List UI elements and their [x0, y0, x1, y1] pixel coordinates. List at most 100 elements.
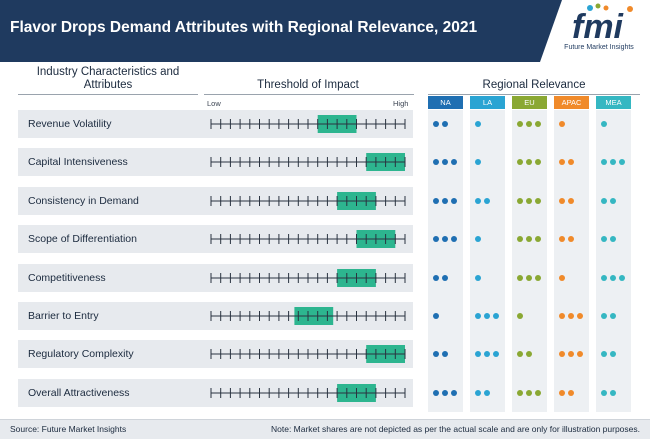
source-text: Source: Future Market Insights — [10, 424, 127, 434]
relevance-dot — [442, 351, 448, 357]
relevance-dot — [484, 390, 490, 396]
divider-characteristics — [18, 94, 198, 95]
relevance-dot — [493, 313, 499, 319]
relevance-dot — [568, 351, 574, 357]
relevance-dot — [433, 159, 439, 165]
attribute-label: Competitiveness — [28, 272, 106, 284]
impact-scale — [210, 192, 406, 210]
relevance-dot — [601, 159, 607, 165]
relevance-dot — [493, 351, 499, 357]
relevance-dot — [517, 275, 523, 281]
relevance-dot — [484, 198, 490, 204]
relevance-dot — [517, 198, 523, 204]
region-badge: MEA — [596, 96, 631, 109]
relevance-dot — [442, 390, 448, 396]
relevance-dot — [433, 275, 439, 281]
relevance-dot — [601, 313, 607, 319]
attribute-label: Barrier to Entry — [28, 310, 99, 322]
relevance-dot — [451, 390, 457, 396]
relevance-dot — [451, 159, 457, 165]
region-badge: NA — [428, 96, 463, 109]
relevance-dot — [610, 313, 616, 319]
relevance-dot — [475, 198, 481, 204]
relevance-dot — [601, 390, 607, 396]
relevance-dot — [610, 159, 616, 165]
relevance-dot — [484, 351, 490, 357]
relevance-dot — [559, 198, 565, 204]
attribute-label: Regulatory Complexity — [28, 348, 134, 360]
relevance-dot — [568, 236, 574, 242]
relevance-dot — [535, 121, 541, 127]
relevance-dot — [526, 198, 532, 204]
divider-threshold — [204, 94, 414, 95]
region-badge: APAC — [554, 96, 589, 109]
region-column-2 — [512, 110, 547, 412]
impact-scale — [210, 269, 406, 287]
relevance-dot — [433, 121, 439, 127]
relevance-dot — [442, 198, 448, 204]
divider-regional — [428, 94, 640, 95]
relevance-dot — [535, 390, 541, 396]
impact-scale — [210, 307, 406, 325]
relevance-dot — [610, 236, 616, 242]
logo-text: fmi — [572, 8, 625, 46]
characteristics-heading: Industry Characteristics and Attributes — [36, 66, 180, 91]
relevance-dot — [442, 159, 448, 165]
attribute-label: Consistency in Demand — [28, 195, 139, 207]
attribute-label: Capital Intensiveness — [28, 156, 128, 168]
impact-scale — [210, 115, 406, 133]
relevance-dot — [535, 236, 541, 242]
relevance-dot — [535, 159, 541, 165]
relevance-dot — [610, 275, 616, 281]
relevance-dot — [559, 159, 565, 165]
relevance-dot — [451, 236, 457, 242]
logo-subtitle: Future Market Insights — [564, 44, 634, 51]
relevance-dot — [442, 275, 448, 281]
relevance-dot — [610, 351, 616, 357]
page-title: Flavor Drops Demand Attributes with Regi… — [10, 19, 478, 36]
relevance-dot — [517, 159, 523, 165]
relevance-dot — [475, 313, 481, 319]
relevance-dot — [517, 236, 523, 242]
relevance-dot — [601, 121, 607, 127]
relevance-dot — [601, 198, 607, 204]
relevance-dot — [559, 351, 565, 357]
attribute-label: Scope of Differentiation — [28, 233, 137, 245]
relevance-dot — [601, 351, 607, 357]
regional-heading: Regional Relevance — [482, 79, 586, 91]
relevance-dot — [433, 198, 439, 204]
relevance-dot — [577, 351, 583, 357]
relevance-dot — [517, 313, 523, 319]
header-banner: Flavor Drops Demand Attributes with Regi… — [0, 0, 650, 62]
relevance-dot — [517, 351, 523, 357]
relevance-dot — [526, 159, 532, 165]
relevance-dot — [568, 313, 574, 319]
relevance-dot — [559, 390, 565, 396]
relevance-dot — [442, 121, 448, 127]
relevance-dot — [433, 236, 439, 242]
relevance-dot — [601, 275, 607, 281]
logo: fmi — [540, 0, 650, 62]
relevance-dot — [535, 275, 541, 281]
region-column-0 — [428, 110, 463, 412]
relevance-dot — [526, 236, 532, 242]
relevance-dot — [559, 236, 565, 242]
relevance-dot — [442, 236, 448, 242]
relevance-dot — [433, 313, 439, 319]
impact-scale — [210, 345, 406, 363]
relevance-dot — [475, 351, 481, 357]
relevance-dot — [601, 236, 607, 242]
impact-scale — [210, 230, 406, 248]
relevance-dot — [475, 275, 481, 281]
footer: Source: Future Market Insights Note: Mar… — [0, 419, 650, 439]
region-column-3 — [554, 110, 589, 412]
region-column-1 — [470, 110, 505, 412]
relevance-dot — [526, 275, 532, 281]
relevance-dot — [619, 275, 625, 281]
relevance-dot — [535, 198, 541, 204]
region-column-4 — [596, 110, 631, 412]
relevance-dot — [610, 390, 616, 396]
relevance-dot — [433, 351, 439, 357]
relevance-dot — [568, 198, 574, 204]
scale-high-label: High — [393, 99, 409, 108]
